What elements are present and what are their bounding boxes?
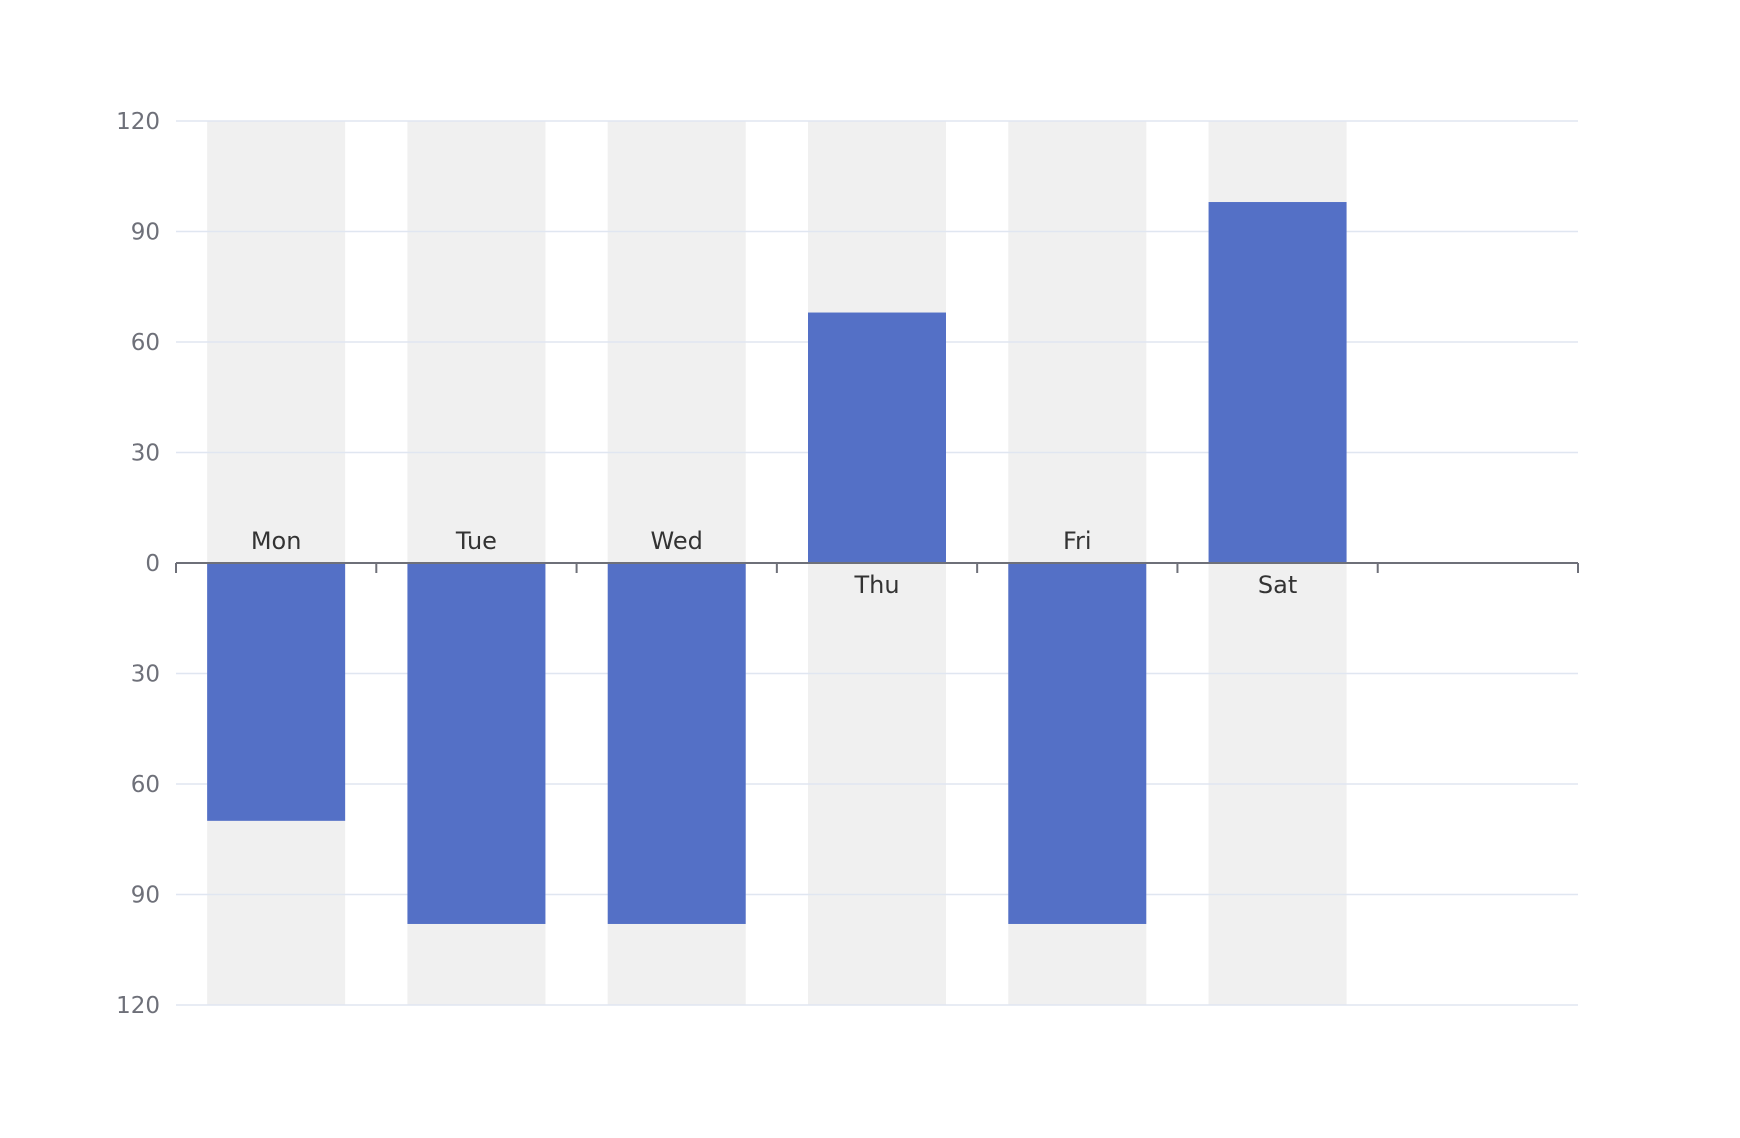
x-axis: [175, 562, 1579, 573]
bar-sat[interactable]: [1208, 202, 1347, 564]
category-label-sat: Sat: [1258, 571, 1297, 599]
y-axis-labels: 120 90 60 30 0 30 60 90 120: [116, 109, 160, 1019]
category-label-tue: Tue: [455, 527, 497, 555]
bar-tue[interactable]: [407, 563, 546, 924]
bar-thu[interactable]: [808, 312, 946, 563]
category-label-mon: Mon: [251, 527, 302, 555]
category-labels: Mon Tue Wed Thu Fri Sat: [251, 527, 1297, 599]
y-tick-label: 0: [145, 551, 160, 577]
category-label-wed: Wed: [651, 527, 703, 555]
y-tick-label: 30: [131, 662, 160, 688]
y-tick-label: 30: [131, 441, 160, 467]
category-label-thu: Thu: [853, 571, 899, 599]
bars: [207, 202, 1347, 924]
bar-fri[interactable]: [1008, 563, 1147, 924]
y-tick-label: 60: [131, 330, 160, 356]
y-tick-label: 60: [131, 772, 160, 798]
y-tick-label: 120: [116, 993, 160, 1019]
y-tick-label: 120: [116, 109, 160, 135]
category-label-fri: Fri: [1063, 527, 1092, 555]
bar-wed[interactable]: [607, 563, 746, 924]
bar-mon[interactable]: [207, 563, 346, 821]
y-tick-label: 90: [131, 220, 160, 246]
y-tick-label: 90: [131, 883, 160, 909]
